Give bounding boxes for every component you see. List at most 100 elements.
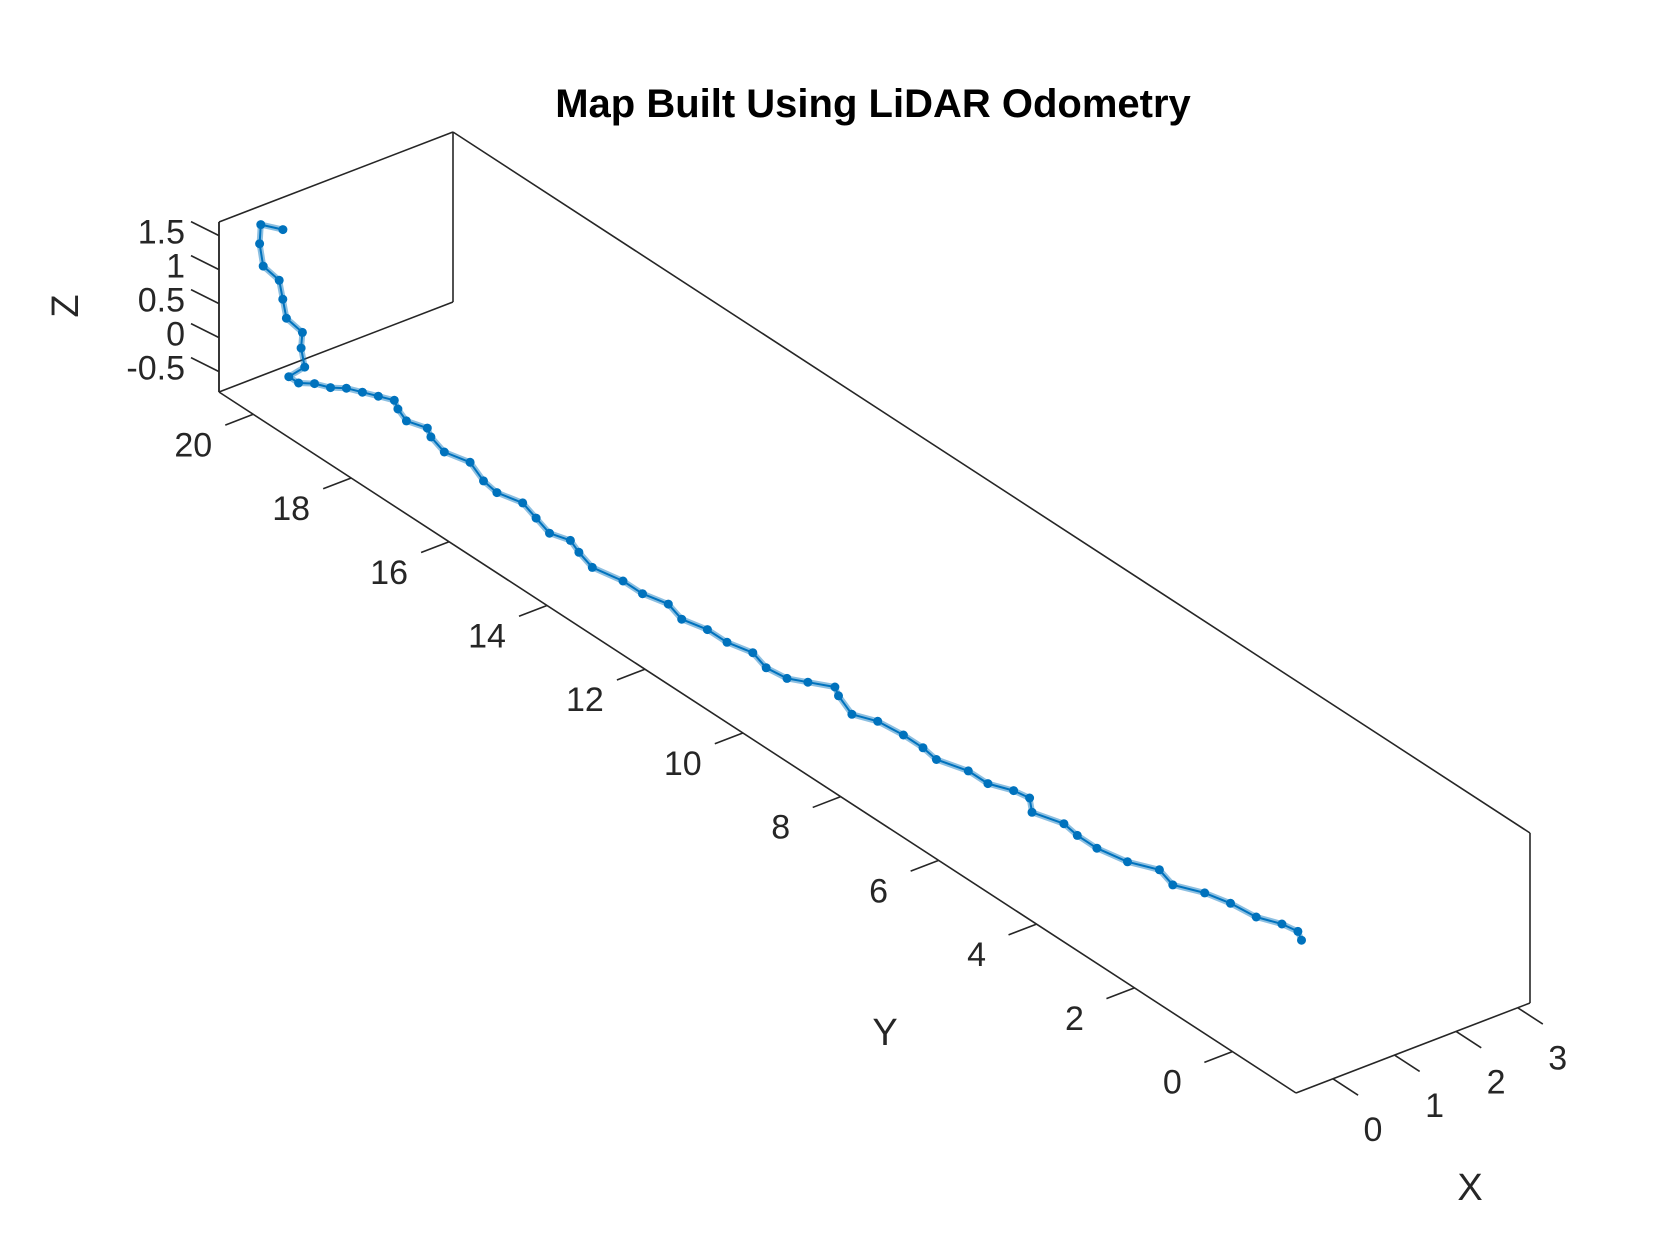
y-tick-label: 4: [967, 936, 986, 974]
z-tick-mark: [190, 220, 220, 237]
z-tick-label: -0.5: [126, 350, 185, 388]
trajectory-point: [1293, 926, 1303, 936]
trajectory-point: [782, 673, 792, 683]
trajectory-point: [401, 416, 411, 426]
trajectory-point: [722, 637, 732, 647]
trajectory-point: [278, 225, 288, 235]
trajectory-point: [873, 716, 883, 726]
trajectory-point: [255, 239, 265, 249]
trajectory-point: [1168, 880, 1178, 890]
trajectory-point: [963, 766, 973, 776]
trajectory-point: [983, 779, 993, 789]
trajectory-point: [1251, 912, 1261, 922]
trajectory-point: [702, 625, 712, 635]
x-tick-mark: [1332, 1078, 1359, 1096]
x-tick-mark: [1455, 1030, 1482, 1049]
axes-box-edge: [218, 391, 1297, 1094]
trajectory-point: [574, 547, 584, 557]
y-tick-label: 18: [272, 490, 310, 528]
trajectory-point: [256, 220, 266, 230]
axes-box-edge: [218, 131, 454, 223]
trajectory-point: [274, 275, 284, 285]
x-tick-mark: [1394, 1054, 1421, 1073]
y-tick-label: 8: [771, 809, 790, 847]
z-tick-mark: [190, 356, 220, 373]
axes-box-edge: [452, 131, 1531, 834]
trajectory-series: [255, 220, 1306, 945]
trajectory-point: [918, 743, 928, 753]
x-tick-label: 1: [1425, 1087, 1444, 1125]
trajectory-point: [297, 327, 307, 337]
trajectory-point: [1277, 919, 1287, 929]
y-tick-label: 6: [869, 872, 888, 910]
x-tick-label: 3: [1548, 1040, 1567, 1078]
trajectory-point: [492, 488, 502, 498]
trajectory-point: [847, 709, 857, 719]
y-tick-label: 10: [664, 745, 702, 783]
y-tick-label: 20: [174, 426, 212, 464]
y-axis-label: Y: [872, 1012, 897, 1054]
trajectory-point: [1226, 898, 1235, 908]
y-tick-mark: [616, 668, 646, 681]
x-tick-mark: [1517, 1007, 1544, 1025]
trajectory-point: [748, 648, 758, 658]
trajectory-point: [1200, 888, 1210, 898]
trajectory-point: [357, 387, 367, 397]
trajectory-point: [326, 383, 335, 393]
trajectory-point: [898, 730, 908, 740]
trajectory-point: [1123, 857, 1132, 867]
trajectory-point: [1027, 807, 1037, 817]
trajectory-point: [1072, 830, 1082, 840]
trajectory-point: [284, 372, 294, 382]
z-axis-label: Z: [45, 294, 87, 317]
trajectory-point: [531, 513, 541, 523]
z-tick-label: 0: [166, 316, 185, 354]
trajectory-point: [300, 362, 310, 372]
y-tick-mark: [224, 413, 254, 426]
y-tick-mark: [812, 795, 842, 809]
z-tick-label: 0.5: [138, 282, 185, 320]
x-tick-label: 2: [1487, 1063, 1506, 1101]
trajectory-point: [393, 404, 403, 414]
trajectory-point: [373, 391, 383, 401]
trajectory-point: [294, 378, 304, 388]
y-tick-mark: [518, 604, 548, 618]
y-tick-label: 0: [1163, 1064, 1182, 1102]
trajectory-point: [1059, 819, 1069, 829]
trajectory-point: [1025, 793, 1035, 803]
trajectory-point: [310, 379, 319, 389]
y-tick-mark: [1008, 923, 1037, 936]
trajectory-point: [389, 395, 399, 405]
trajectory-point: [439, 447, 449, 457]
y-tick-label: 14: [468, 617, 506, 655]
trajectory-point: [565, 535, 575, 545]
z-tick-mark: [190, 322, 220, 339]
trajectory-point: [638, 589, 647, 599]
chart-title: Map Built Using LiDAR Odometry: [555, 82, 1191, 126]
trajectory-point: [618, 576, 628, 586]
y-tick-mark: [910, 859, 939, 872]
axes-box-edge: [218, 301, 454, 393]
trajectory-point: [465, 457, 475, 467]
trajectory-point: [1154, 865, 1164, 875]
trajectory-point: [258, 261, 268, 271]
trajectory-point: [479, 476, 488, 486]
trajectory-point: [422, 423, 432, 433]
trajectory-point: [281, 313, 291, 323]
trajectory-point: [663, 599, 673, 609]
y-tick-label: 16: [370, 554, 408, 592]
trajectory-point: [761, 663, 771, 673]
trajectory-point: [1009, 786, 1019, 796]
y-tick-mark: [322, 477, 352, 490]
trajectory-point: [518, 498, 528, 508]
trajectory-point: [677, 614, 687, 624]
trajectory-point: [931, 755, 941, 764]
y-tick-mark: [1204, 1050, 1233, 1064]
z-tick-mark: [190, 254, 220, 271]
axes-box-edge: [1295, 1002, 1531, 1094]
trajectory-point: [341, 383, 351, 393]
y-tick-mark: [714, 732, 744, 745]
y-tick-label: 12: [566, 681, 604, 719]
